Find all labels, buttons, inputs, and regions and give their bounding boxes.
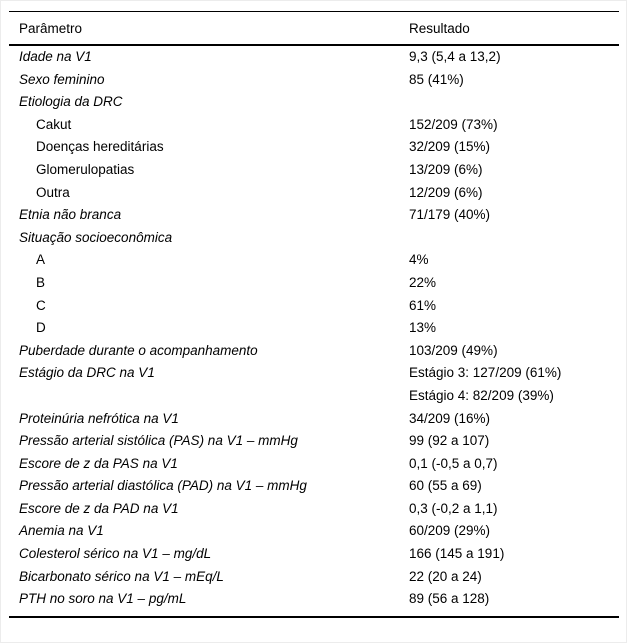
table-row: Outra 12/209 (6%) xyxy=(9,182,619,205)
param-cell: Cakut xyxy=(36,116,72,132)
param-cell: Outra xyxy=(36,184,70,200)
table-row: Idade na V1 9,3 (5,4 a 13,2) xyxy=(9,45,619,69)
table-row: Pressão arterial sistólica (PAS) na V1 –… xyxy=(9,430,619,453)
bottom-spacer xyxy=(9,611,619,617)
table-row: C 61% xyxy=(9,295,619,318)
result-cell: 61% xyxy=(409,297,437,313)
result-cell xyxy=(409,227,619,250)
parameters-table: Parâmetro Resultado Idade na V1 9,3 (5,4 … xyxy=(9,11,619,618)
param-cell: D xyxy=(36,320,46,336)
result-cell: 60 (55 a 69) xyxy=(409,478,482,494)
result-cell: 71/179 (40%) xyxy=(409,207,491,223)
table-row: Colesterol sérico na V1 – mg/dL 166 (145 … xyxy=(9,543,619,566)
spacer-cell xyxy=(409,611,619,617)
table-row: Puberdade durante o acompanhamento 103/20… xyxy=(9,340,619,363)
table-row: Doenças hereditárias 32/209 (15%) xyxy=(9,136,619,159)
param-cell: PTH no soro na V1 – pg/mL xyxy=(19,591,187,607)
result-cell: 13% xyxy=(409,320,437,336)
param-cell: Bicarbonato sérico na V1 – mEq/L xyxy=(19,568,224,584)
param-cell: Pressão arterial diastólica (PAD) na V1 … xyxy=(19,478,307,494)
table-row: Estágio da DRC na V1 Estágio 3: 127/209 (… xyxy=(9,362,619,407)
param-cell: Estágio da DRC na V1 xyxy=(19,365,155,381)
result-cell: 89 (56 a 128) xyxy=(409,591,490,607)
result-cell: 9,3 (5,4 a 13,2) xyxy=(409,49,501,64)
table-row: Etnia não branca 71/179 (40%) xyxy=(9,204,619,227)
param-cell: A xyxy=(36,252,46,268)
table-row: Proteinúria nefrótica na V1 34/209 (16%) xyxy=(9,408,619,431)
param-cell: Glomerulopatias xyxy=(36,161,135,177)
result-cell: 12/209 (6%) xyxy=(409,184,483,200)
result-cell: 13/209 (6%) xyxy=(409,161,483,177)
table-row: Bicarbonato sérico na V1 – mEq/L 22 (20 a… xyxy=(9,566,619,589)
param-cell: Pressão arterial sistólica (PAS) na V1 –… xyxy=(19,433,298,449)
table-row: Escore de z da PAS na V1 0,1 (-0,5 a 0,7) xyxy=(9,453,619,476)
result-cell: 0,1 (-0,5 a 0,7) xyxy=(409,455,498,471)
param-cell: Puberdade durante o acompanhamento xyxy=(19,342,258,358)
result-cell: 22% xyxy=(409,274,437,290)
result-cell: 85 (41%) xyxy=(409,71,464,87)
param-cell: Idade na V1 xyxy=(19,49,92,64)
param-cell: Situação socioeconômica xyxy=(19,229,173,245)
table-row: Glomerulopatias 13/209 (6%) xyxy=(9,159,619,182)
param-cell: C xyxy=(36,297,46,313)
result-cell xyxy=(409,91,619,114)
result-cell: 166 (145 a 191) xyxy=(409,546,505,562)
result-cell: 34/209 (16%) xyxy=(409,410,491,426)
header-resultado: Resultado xyxy=(409,11,619,46)
table-row: Anemia na V1 60/209 (29%) xyxy=(9,520,619,543)
result-cell: 22 (20 a 24) xyxy=(409,568,482,584)
param-cell: Sexo feminino xyxy=(19,71,105,87)
table-row: A 4% xyxy=(9,249,619,272)
table-header: Parâmetro Resultado xyxy=(9,11,619,46)
result-cell: 152/209 (73%) xyxy=(409,116,498,132)
param-cell: Etnia não branca xyxy=(19,207,122,223)
result-cell: 32/209 (15%) xyxy=(409,139,491,155)
table-row: Escore de z da PAD na V1 0,3 (-0,2 a 1,1) xyxy=(9,498,619,521)
header-row: Parâmetro Resultado xyxy=(9,11,619,46)
result-cell: 99 (92 a 107) xyxy=(409,433,490,449)
table-row: B 22% xyxy=(9,272,619,295)
table-row: Etiologia da DRC xyxy=(9,91,619,114)
table-row: Sexo feminino 85 (41%) xyxy=(9,69,619,92)
table-row: Situação socioeconômica xyxy=(9,227,619,250)
table-row: PTH no soro na V1 – pg/mL 89 (56 a 128) xyxy=(9,588,619,611)
param-cell: Escore de z da PAD na V1 xyxy=(19,500,179,516)
result-cell: Estágio 3: 127/209 (61%) Estágio 4: 82/2… xyxy=(409,365,562,403)
result-cell: 60/209 (29%) xyxy=(409,523,491,539)
table-row: D 13% xyxy=(9,317,619,340)
param-cell: Doenças hereditárias xyxy=(36,139,164,155)
table-row: Pressão arterial diastólica (PAD) na V1 … xyxy=(9,475,619,498)
result-cell: 0,3 (-0,2 a 1,1) xyxy=(409,500,498,516)
param-cell: B xyxy=(36,274,46,290)
table-row: Cakut 152/209 (73%) xyxy=(9,114,619,137)
header-parametro: Parâmetro xyxy=(9,11,409,46)
result-cell: 4% xyxy=(409,252,429,268)
table-body: Idade na V1 9,3 (5,4 a 13,2) Sexo feminino… xyxy=(9,45,619,617)
param-cell: Etiologia da DRC xyxy=(19,94,123,110)
param-cell: Proteinúria nefrótica na V1 xyxy=(19,410,179,426)
result-cell: 103/209 (49%) xyxy=(409,342,498,358)
param-cell: Colesterol sérico na V1 – mg/dL xyxy=(19,546,212,562)
param-cell: Escore de z da PAS na V1 xyxy=(19,455,178,471)
spacer-cell xyxy=(9,611,409,617)
param-cell: Anemia na V1 xyxy=(19,523,104,539)
